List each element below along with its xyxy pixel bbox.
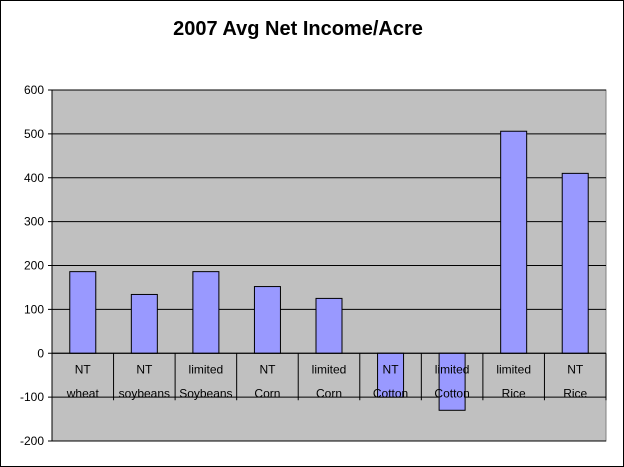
bar	[438, 352, 466, 411]
bars	[69, 130, 589, 411]
x-category-label: soybeans	[119, 386, 170, 400]
bar	[561, 172, 589, 354]
x-category-label: NT	[259, 362, 276, 376]
chart-title: 2007 Avg Net Income/Acre	[173, 18, 423, 40]
x-category-label: NT	[567, 362, 584, 376]
y-tick-label: 400	[24, 171, 44, 185]
x-category-label: Rice	[502, 386, 526, 400]
y-tick-label: 100	[24, 302, 44, 316]
x-category-label: wheat	[66, 386, 100, 400]
bar	[130, 293, 158, 354]
bar	[192, 271, 220, 354]
labels: -200 -100 0 100 200 300 400 500 600 NT wheat NT soyb…	[20, 83, 588, 448]
bar	[253, 286, 281, 354]
x-category-label: limited	[496, 362, 531, 376]
y-tick-label: 300	[24, 215, 44, 229]
x-category-label: Soybeans	[179, 386, 232, 400]
x-category-label: limited	[435, 362, 470, 376]
bar	[500, 130, 528, 354]
bar	[69, 271, 97, 354]
x-category-label: limited	[189, 362, 224, 376]
bar	[315, 297, 343, 354]
y-tick-label: 600	[24, 83, 44, 97]
y-tick-label: -100	[20, 390, 44, 404]
y-tick-label: -200	[20, 434, 44, 448]
x-category-label: NT	[383, 362, 400, 376]
x-category-label: limited	[312, 362, 347, 376]
x-category-label: NT	[136, 362, 153, 376]
x-category-label: Cotton	[373, 386, 408, 400]
y-tick-label: 0	[37, 346, 44, 360]
x-category-label: Cotton	[434, 386, 469, 400]
x-category-label: NT	[75, 362, 92, 376]
y-tick-label: 500	[24, 127, 44, 141]
x-category-label: Corn	[316, 386, 342, 400]
x-category-label: Rice	[563, 386, 587, 400]
y-tick-label: 200	[24, 259, 44, 273]
x-category-label: Corn	[254, 386, 280, 400]
axes	[48, 89, 607, 442]
